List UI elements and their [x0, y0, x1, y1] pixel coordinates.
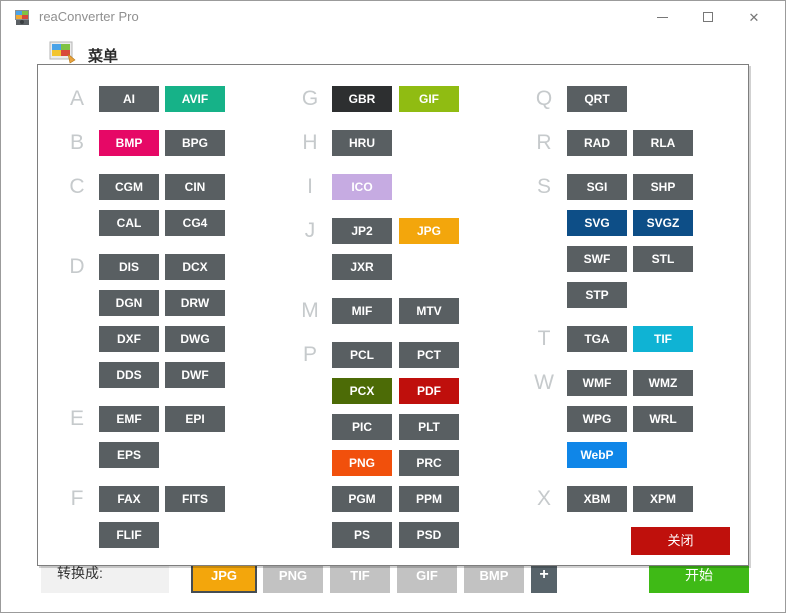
format-button-xbm[interactable]: XBM	[567, 486, 627, 512]
format-button-plt[interactable]: PLT	[399, 414, 459, 440]
group-letter-g: G	[301, 87, 319, 110]
format-button-tif[interactable]: TIF	[633, 326, 693, 352]
format-button-dwf[interactable]: DWF	[165, 362, 225, 388]
group-letter-j: J	[304, 219, 316, 242]
close-button[interactable]: ✕	[731, 1, 777, 33]
group-letter-h: H	[302, 131, 318, 154]
format-button-gbr[interactable]: GBR	[332, 86, 392, 112]
format-button-qrt[interactable]: QRT	[567, 86, 627, 112]
format-button-wmz[interactable]: WMZ	[633, 370, 693, 396]
group-letter-b: B	[69, 131, 84, 154]
format-button-dcx[interactable]: DCX	[165, 254, 225, 280]
format-button-pgm[interactable]: PGM	[332, 486, 392, 512]
format-button-rla[interactable]: RLA	[633, 130, 693, 156]
format-button-jpg[interactable]: JPG	[399, 218, 459, 244]
format-button-jxr[interactable]: JXR	[332, 254, 392, 280]
format-button-stp[interactable]: STP	[567, 282, 627, 308]
format-button-gif[interactable]: GIF	[399, 86, 459, 112]
format-button-swf[interactable]: SWF	[567, 246, 627, 272]
menu-label: 菜单	[88, 47, 119, 65]
format-button-pct[interactable]: PCT	[399, 342, 459, 368]
format-button-wmf[interactable]: WMF	[567, 370, 627, 396]
group-letter-w: W	[534, 371, 554, 394]
format-button-bpg[interactable]: BPG	[165, 130, 225, 156]
format-button-avif[interactable]: AVIF	[165, 86, 225, 112]
group-letter-x: X	[536, 487, 551, 510]
format-button-stl[interactable]: STL	[633, 246, 693, 272]
group-letter-s: S	[536, 175, 551, 198]
format-button-rad[interactable]: RAD	[567, 130, 627, 156]
format-button-tga[interactable]: TGA	[567, 326, 627, 352]
format-button-psd[interactable]: PSD	[399, 522, 459, 548]
group-letter-t: T	[537, 327, 551, 350]
format-button-cgm[interactable]: CGM	[99, 174, 159, 200]
group-letter-p: P	[302, 343, 317, 366]
close-icon: ✕	[748, 9, 760, 25]
format-button-flif[interactable]: FLIF	[99, 522, 159, 548]
formats-dialog: A AI AVIF B BMP BPG C CGM CIN CAL CG4 D DIS DCX DGN DRW…	[37, 64, 749, 566]
format-button-wpg[interactable]: WPG	[567, 406, 627, 432]
format-button-bmp[interactable]: BMP	[99, 130, 159, 156]
format-button-png[interactable]: PNG	[332, 450, 392, 476]
format-button-hru[interactable]: HRU	[332, 130, 392, 156]
format-button-svg[interactable]: SVG	[567, 210, 627, 236]
format-button-dwg[interactable]: DWG	[165, 326, 225, 352]
format-button-prc[interactable]: PRC	[399, 450, 459, 476]
group-letter-e: E	[69, 407, 84, 430]
format-button-ppm[interactable]: PPM	[399, 486, 459, 512]
format-button-pcl[interactable]: PCL	[332, 342, 392, 368]
format-button-xpm[interactable]: XPM	[633, 486, 693, 512]
format-button-cal[interactable]: CAL	[99, 210, 159, 236]
group-letter-c: C	[69, 175, 85, 198]
minimize-button[interactable]	[639, 1, 685, 33]
format-button-dis[interactable]: DIS	[99, 254, 159, 280]
format-button-webp[interactable]: WebP	[567, 442, 627, 468]
titlebar: reaConverter Pro ✕	[1, 1, 785, 33]
app-icon	[14, 8, 32, 26]
group-letter-a: A	[69, 87, 84, 110]
maximize-icon	[703, 12, 713, 22]
format-button-pdf[interactable]: PDF	[399, 378, 459, 404]
menu-item[interactable]: 菜单	[49, 41, 118, 69]
format-button-epi[interactable]: EPI	[165, 406, 225, 432]
format-button-ico[interactable]: ICO	[332, 174, 392, 200]
group-letter-m: M	[301, 299, 319, 322]
format-button-fits[interactable]: FITS	[165, 486, 225, 512]
format-button-ps[interactable]: PS	[332, 522, 392, 548]
format-button-cg4[interactable]: CG4	[165, 210, 225, 236]
format-button-emf[interactable]: EMF	[99, 406, 159, 432]
format-button-dgn[interactable]: DGN	[99, 290, 159, 316]
format-button-sgi[interactable]: SGI	[567, 174, 627, 200]
format-button-eps[interactable]: EPS	[99, 442, 159, 468]
group-letter-d: D	[69, 255, 85, 278]
format-button-cin[interactable]: CIN	[165, 174, 225, 200]
group-letter-q: Q	[535, 87, 553, 110]
group-letter-r: R	[536, 131, 552, 154]
format-button-mif[interactable]: MIF	[332, 298, 392, 324]
menu-icon	[49, 41, 76, 69]
format-button-wrl[interactable]: WRL	[633, 406, 693, 432]
format-button-pic[interactable]: PIC	[332, 414, 392, 440]
window-title: reaConverter Pro	[39, 9, 139, 24]
format-button-dds[interactable]: DDS	[99, 362, 159, 388]
format-button-fax[interactable]: FAX	[99, 486, 159, 512]
format-button-shp[interactable]: SHP	[633, 174, 693, 200]
maximize-button[interactable]	[685, 1, 731, 33]
format-button-pcx[interactable]: PCX	[332, 378, 392, 404]
format-button-drw[interactable]: DRW	[165, 290, 225, 316]
group-letter-i: I	[307, 175, 313, 198]
minimize-icon	[656, 16, 668, 18]
format-button-svgz[interactable]: SVGZ	[633, 210, 693, 236]
group-letter-f: F	[70, 487, 84, 510]
format-button-ai[interactable]: AI	[99, 86, 159, 112]
format-button-jp2[interactable]: JP2	[332, 218, 392, 244]
dialog-close-button[interactable]: 关闭	[631, 527, 730, 555]
window-controls: ✕	[639, 1, 777, 33]
format-button-dxf[interactable]: DXF	[99, 326, 159, 352]
format-button-mtv[interactable]: MTV	[399, 298, 459, 324]
